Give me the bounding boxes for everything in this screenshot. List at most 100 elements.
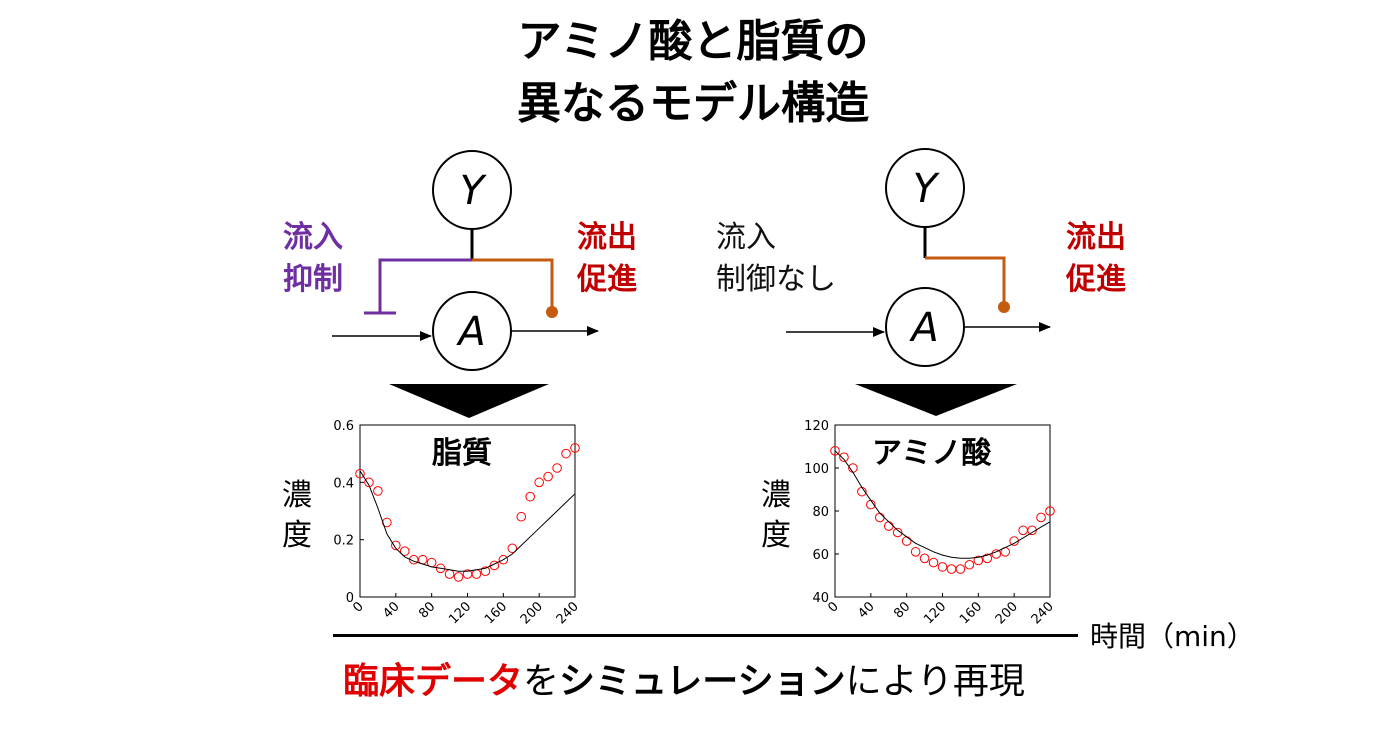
amino-acid-x-tick-label: 80: [891, 599, 913, 621]
right-outflow-label-1: 流出: [1066, 220, 1126, 255]
amino-acid-x-tick-label: 120: [921, 599, 949, 627]
amino-acid-x-tick-label: 240: [1029, 599, 1057, 627]
left-node-a-label: A: [455, 309, 485, 355]
left-model: Y A: [332, 150, 599, 418]
lipid-observed-point: [525, 491, 536, 502]
lipid-x-tick-label: 240: [554, 599, 582, 627]
left-node-y-label: Y: [460, 168, 488, 214]
page-title-line-1: アミノ酸と脂質の: [517, 16, 869, 67]
right-y-axis-label: 濃 度: [756, 476, 796, 556]
amino-acid-observed-point: [919, 553, 930, 564]
lipid-observed-point: [355, 468, 365, 479]
time-axis-line: [333, 634, 1078, 637]
caption-simulation: シミュレーション: [559, 661, 846, 702]
y-axis-char-2: 度: [282, 518, 312, 553]
lipid-observed-point: [561, 448, 571, 459]
lipid-x-tick-label: 160: [482, 599, 510, 627]
right-node-a-label: A: [908, 305, 938, 351]
amino-acid-observed-point: [839, 452, 849, 463]
lipid-simulated-line: [359, 470, 576, 572]
amino-acid-observed-point: [991, 549, 1002, 559]
right-inflow-label-2: 制御なし: [716, 262, 836, 297]
amino-acid-y-tick-label: 80: [812, 505, 829, 520]
amino-acid-x-tick-label: 40: [855, 599, 877, 621]
amino-acid-chart-title: アミノ酸: [872, 436, 992, 471]
bottom-caption: 臨床データをシミュレーションにより再現: [343, 660, 1025, 704]
amino-acid-y-tick-label: 100: [804, 462, 829, 477]
right-promote-dot: [998, 301, 1010, 313]
amino-acid-observed-point: [982, 553, 993, 564]
left-inflow-inhibit-line: [378, 258, 472, 313]
caption-particle: を: [523, 661, 560, 702]
right-node-y-label: Y: [913, 166, 941, 212]
amino-acid-y-tick-label: 40: [812, 591, 829, 606]
right-outflow-label-2: 促進: [1066, 262, 1126, 297]
caption-reproduce: により再現: [845, 661, 1025, 702]
lipid-x-tick-label: 120: [446, 599, 474, 627]
lipid-y-tick-label: 0.6: [333, 419, 354, 434]
lipid-observed-point: [552, 463, 562, 473]
amino-acid-y-tick-label: 60: [812, 548, 829, 563]
amino-acid-x-tick-label: 200: [993, 599, 1021, 627]
lipid-observed-point: [391, 540, 401, 551]
lipid-observed-point: [489, 560, 500, 571]
lipid-x-tick-label: 80: [416, 599, 438, 621]
lipid-observed-point: [543, 471, 553, 482]
lipid-observed-point: [534, 477, 544, 488]
amino-acid-observed-point: [892, 527, 903, 538]
amino-acid-observed-point: [830, 446, 840, 456]
right-inflow-label-1: 流入: [716, 220, 776, 255]
lipid-y-tick-label: 0.4: [333, 476, 354, 491]
left-inflow-label-1: 流入: [283, 220, 343, 255]
left-outflow-promote-line: [472, 258, 554, 310]
amino-acid-x-tick-label: 160: [957, 599, 985, 627]
right-down-triangle: [855, 384, 1017, 416]
lipid-x-tick-label: 0: [350, 599, 366, 615]
lipid-observed-point: [373, 486, 383, 496]
amino-acid-observed-point: [955, 564, 966, 574]
lipid-observed-point: [516, 511, 527, 522]
left-promote-dot: [546, 306, 558, 318]
lipid-observed-point: [480, 566, 491, 576]
amino-acid-observed-point: [1036, 512, 1046, 523]
lipid-observed-point: [570, 443, 580, 453]
right-model: Y A: [786, 148, 1051, 416]
lipid-plot-frame: [359, 424, 576, 598]
left-y-axis-label: 濃 度: [277, 476, 317, 556]
time-axis-label: 時間（min）: [1090, 620, 1255, 653]
amino-acid-observed-point: [964, 559, 975, 570]
lipid-observed-point: [399, 546, 410, 556]
amino-acid-simulated-line: [834, 450, 1051, 559]
left-outflow-label-1: 流出: [577, 220, 637, 255]
lipid-observed-point: [453, 572, 464, 582]
lipid-y-tick-label: 0: [346, 591, 354, 606]
amino-acid-observed-point: [937, 562, 948, 572]
amino-acid-x-tick-label: 0: [825, 599, 841, 615]
y-axis-char-1: 濃: [761, 478, 791, 513]
lipid-observed-point: [507, 543, 518, 554]
lipid-x-tick-label: 200: [518, 599, 546, 627]
amino-acid-observed-point: [928, 557, 939, 568]
left-down-triangle: [389, 384, 549, 418]
amino-acid-observed-point: [910, 547, 921, 557]
y-axis-char-1: 濃: [282, 478, 312, 513]
lipid-x-tick-label: 40: [380, 599, 402, 621]
lipid-observed-point: [435, 563, 446, 574]
lipid-chart: 0 0.2 0.4 0.6 0 40 80 120 160 200 240: [333, 419, 582, 627]
left-outflow-label-2: 促進: [577, 262, 637, 297]
lipid-observed-point: [364, 477, 374, 488]
amino-acid-y-tick-label: 120: [804, 419, 829, 434]
left-inflow-label-2: 抑制: [283, 262, 343, 297]
amino-acid-observed-point: [1045, 506, 1055, 516]
lipid-chart-title: 脂質: [432, 436, 492, 471]
model-diagrams: Y A Y A: [332, 148, 1051, 418]
lipid-y-tick-label: 0.2: [333, 534, 354, 549]
page-title-line-2: 異なるモデル構造: [517, 78, 869, 129]
y-axis-char-2: 度: [761, 518, 791, 553]
lipid-observed-point: [498, 554, 509, 565]
right-outflow-promote-line: [925, 256, 1006, 305]
amino-acid-observed-point: [973, 555, 984, 566]
amino-acid-plot-frame: [834, 424, 1051, 598]
caption-clinical-data: 臨床データ: [343, 661, 524, 702]
